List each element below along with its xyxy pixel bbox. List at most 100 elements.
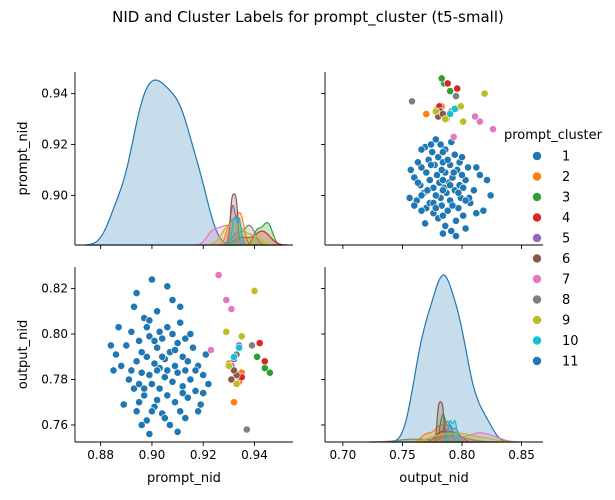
legend-marker-8 — [532, 294, 542, 305]
point-series-1 — [448, 201, 457, 210]
point-series-9 — [441, 115, 450, 123]
point-series-2 — [422, 110, 431, 118]
point-series-1 — [127, 327, 136, 336]
point-series-1 — [160, 373, 169, 382]
point-series-1 — [142, 352, 151, 361]
point-series-1 — [153, 307, 161, 316]
kde-curve-9 — [403, 432, 518, 443]
point-series-4 — [260, 357, 269, 366]
point-series-1 — [191, 366, 200, 375]
point-series-1 — [155, 327, 164, 336]
point-series-1 — [173, 368, 182, 377]
point-series-1 — [443, 206, 452, 215]
point-series-1 — [147, 407, 156, 416]
point-series-1 — [459, 183, 468, 192]
point-series-1 — [479, 206, 488, 215]
point-series-1 — [427, 160, 435, 169]
point-series-1 — [436, 140, 445, 149]
legend-marker-4 — [532, 212, 542, 223]
point-series-9 — [224, 361, 233, 370]
point-series-1 — [194, 407, 202, 416]
point-series-1 — [421, 219, 429, 228]
point-series-1 — [189, 343, 197, 352]
point-series-1 — [124, 375, 133, 384]
point-series-1 — [461, 196, 470, 205]
panel-output_nid-vs-output_nid: 0.70 0.75 0.80 0.85 — [321, 267, 543, 462]
legend-entry-label: 8 — [562, 293, 570, 308]
y-tick-label: 0.78 — [41, 373, 68, 387]
point-series-1 — [142, 416, 151, 425]
point-series-1 — [410, 201, 419, 210]
panel-prompt_nid-vs-output_nid — [321, 72, 543, 249]
x-axis-label: output_nid — [399, 471, 468, 486]
point-series-1 — [428, 148, 437, 156]
point-series-1 — [204, 380, 213, 388]
legend-marker-2 — [532, 171, 542, 182]
point-series-1 — [176, 302, 185, 311]
kde-curve-1 — [84, 79, 236, 246]
point-series-3 — [265, 368, 274, 377]
legend-title: prompt_cluster — [504, 128, 603, 143]
point-series-1 — [449, 168, 458, 177]
point-series-1 — [434, 153, 443, 162]
point-series-1 — [483, 176, 491, 184]
point-series-1 — [183, 393, 192, 402]
point-series-1 — [178, 389, 187, 397]
point-series-1 — [437, 165, 446, 174]
point-series-1 — [425, 176, 434, 184]
point-series-1 — [450, 150, 459, 159]
y-tick-label: 0.76 — [41, 418, 68, 432]
legend-entry-label: 9 — [562, 314, 570, 329]
point-series-1 — [155, 384, 164, 393]
point-series-1 — [176, 318, 185, 327]
point-series-8 — [242, 425, 251, 434]
point-series-1 — [173, 339, 182, 347]
legend-marker-7 — [532, 274, 542, 284]
point-series-1 — [168, 377, 177, 386]
point-series-1 — [109, 366, 118, 375]
point-series-10 — [230, 352, 238, 361]
point-series-1 — [114, 323, 123, 332]
point-series-1 — [452, 232, 460, 240]
point-series-1 — [431, 204, 440, 212]
point-series-1 — [431, 135, 440, 144]
point-series-1 — [443, 155, 452, 164]
point-series-1 — [122, 341, 131, 350]
y-tick-label: 0.82 — [41, 282, 68, 296]
point-series-8 — [248, 341, 256, 350]
x-tick-label: 0.88 — [87, 448, 114, 462]
point-series-1 — [137, 348, 146, 357]
point-series-1 — [142, 323, 151, 332]
point-series-9 — [459, 117, 468, 126]
legend-entry-label: 4 — [562, 211, 570, 226]
point-series-1 — [438, 211, 447, 220]
point-series-1 — [422, 168, 431, 177]
x-tick-label: 0.80 — [449, 448, 476, 462]
point-series-7 — [206, 346, 215, 354]
point-series-1 — [153, 396, 161, 404]
point-series-1 — [438, 186, 447, 195]
point-series-10 — [446, 110, 454, 118]
point-series-1 — [147, 380, 156, 388]
point-series-1 — [458, 153, 466, 162]
point-series-1 — [140, 384, 149, 393]
point-series-1 — [117, 361, 126, 370]
x-tick-label: 0.75 — [389, 448, 416, 462]
point-series-1 — [145, 371, 154, 379]
point-series-10 — [450, 105, 459, 113]
point-series-1 — [150, 336, 159, 345]
legend-entry-label: 5 — [562, 232, 570, 247]
point-series-1 — [178, 382, 187, 391]
point-series-9 — [480, 89, 489, 98]
point-series-1 — [145, 316, 154, 325]
point-series-9 — [250, 286, 259, 295]
point-series-1 — [427, 140, 435, 149]
point-series-1 — [413, 178, 422, 187]
x-tick-label: 0.70 — [330, 448, 357, 462]
point-series-1 — [135, 398, 143, 407]
kde-curve-10 — [443, 419, 462, 443]
point-series-1 — [163, 391, 172, 400]
point-series-1 — [163, 323, 172, 332]
point-series-1 — [127, 366, 136, 375]
